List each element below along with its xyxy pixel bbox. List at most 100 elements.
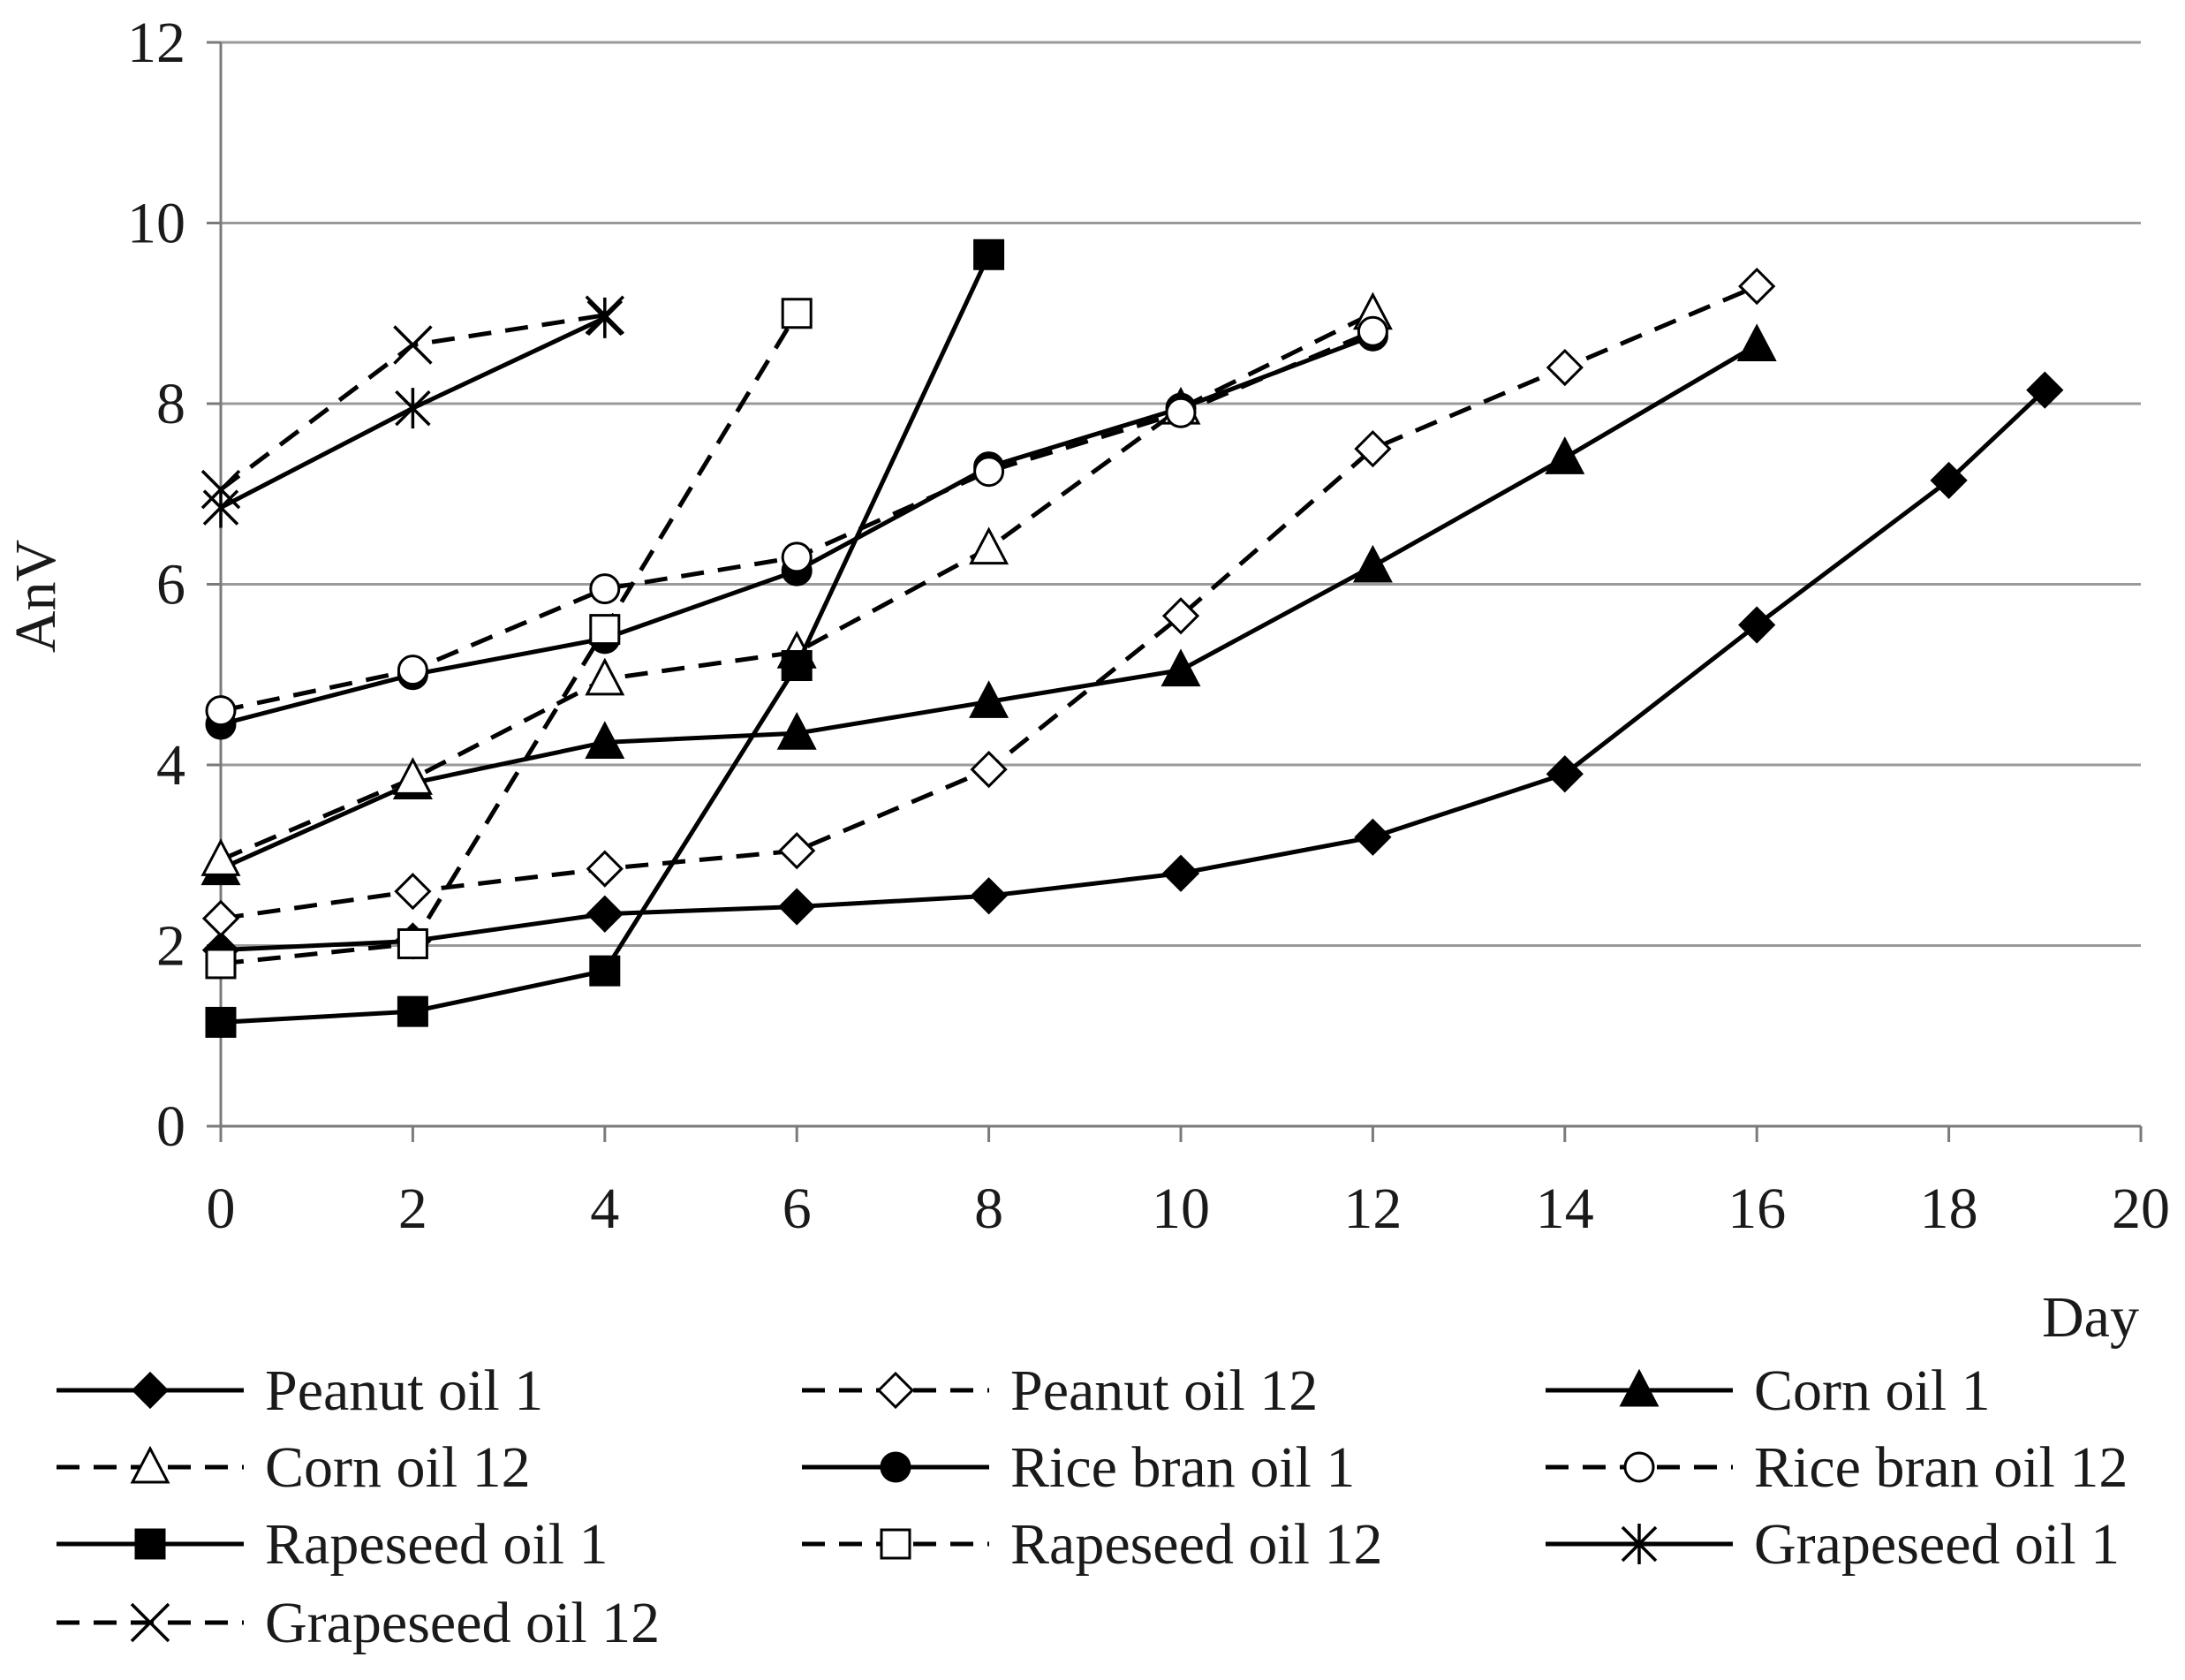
point-rapeseed-oil-12-0	[205, 948, 237, 980]
point-peanut-oil-12-1	[394, 873, 432, 911]
legend-label-rapeseed-oil-1: Rapeseed oil 1	[265, 1512, 609, 1577]
point-grapeseed-oil-12-2	[585, 295, 625, 336]
legend-label-rapeseed-oil-12: Rapeseed oil 12	[1010, 1512, 1383, 1577]
legend-marker-rice-bran-oil-12	[1623, 1451, 1655, 1483]
series-peanut-oil-12	[201, 267, 1776, 937]
legend-item-grapeseed-oil-12: Grapeseed oil 12	[57, 1591, 660, 1655]
y-tick-label-6: 12	[127, 11, 185, 75]
point-rapeseed-oil-1-0	[205, 1006, 237, 1038]
legend-marker-rice-bran-oil-1	[880, 1451, 911, 1483]
point-grapeseed-oil-1-1	[395, 388, 431, 429]
x-tick-label-5: 10	[1152, 1177, 1210, 1241]
legend-item-rapeseed-oil-1: Rapeseed oil 1	[57, 1512, 609, 1577]
legend-item-rice-bran-oil-1: Rice bran oil 1	[802, 1435, 1355, 1500]
point-corn-oil-12-2	[585, 657, 625, 696]
legend-label-rice-bran-oil-1: Rice bran oil 1	[1010, 1435, 1355, 1500]
legend-label-grapeseed-oil-1: Grapeseed oil 1	[1754, 1512, 2120, 1577]
legend-item-corn-oil-1: Corn oil 1	[1546, 1358, 1991, 1423]
y-tick-label-3: 6	[156, 553, 185, 617]
point-rapeseed-oil-1-4	[973, 238, 1005, 270]
series-grapeseed-oil-1	[202, 297, 624, 528]
legend-item-rapeseed-oil-12: Rapeseed oil 12	[802, 1512, 1383, 1577]
point-rapeseed-oil-1-1	[397, 995, 428, 1027]
point-peanut-oil-12-8	[1738, 267, 1776, 306]
legend-item-rice-bran-oil-12: Rice bran oil 12	[1546, 1435, 2128, 1500]
point-grapeseed-oil-1-2	[586, 297, 624, 338]
point-peanut-oil-12-4	[970, 750, 1008, 789]
x-tick-label-4: 8	[974, 1177, 1003, 1241]
point-rice-bran-oil-12-1	[397, 655, 428, 686]
x-tick-label-3: 6	[783, 1177, 812, 1241]
point-corn-oil-12-0	[200, 838, 241, 876]
series-rapeseed-oil-12	[205, 298, 813, 980]
point-corn-oil-12-4	[969, 526, 1009, 565]
point-peanut-oil-1-9	[1930, 461, 1968, 500]
point-rice-bran-oil-12-4	[973, 456, 1005, 488]
point-peanut-oil-12-6	[1354, 430, 1392, 468]
point-rapeseed-oil-12-2	[589, 614, 621, 646]
point-corn-oil-1-5	[1161, 648, 1201, 687]
legend-label-rice-bran-oil-12: Rice bran oil 12	[1754, 1435, 2128, 1500]
axes: 0 2 4 6 8 10 12 0 2 4 6 8 10 12 14 16 18 20	[127, 11, 2170, 1241]
point-peanut-oil-1-6	[1354, 818, 1392, 856]
legend-item-peanut-oil-12: Peanut oil 12	[802, 1358, 1318, 1423]
x-tick-label-9: 18	[1920, 1177, 1978, 1241]
point-corn-oil-1-6	[1352, 544, 1393, 583]
point-rapeseed-oil-1-2	[589, 955, 621, 987]
point-peanut-oil-1-2	[586, 895, 624, 933]
point-rice-bran-oil-12-2	[589, 573, 621, 605]
point-corn-oil-1-8	[1736, 323, 1777, 362]
series-rice-bran-oil-12	[205, 315, 1388, 727]
legend-marker-peanut-oil-1	[131, 1371, 170, 1410]
y-axis-label: AnV	[4, 540, 68, 653]
x-tick-label-8: 16	[1728, 1177, 1786, 1241]
legend-marker-corn-oil-1	[1619, 1368, 1660, 1407]
point-corn-oil-1-2	[585, 721, 625, 759]
point-peanut-oil-1-4	[970, 877, 1008, 915]
y-tick-label-1: 2	[156, 914, 185, 979]
series-line-peanut-oil-12	[220, 284, 1758, 921]
point-corn-oil-12-1	[392, 757, 433, 795]
legend: Peanut oil 1 Peanut oil 12 Corn oil 1 Corn …	[57, 1358, 2128, 1655]
point-peanut-oil-1-5	[1161, 854, 1200, 892]
x-tick-label-10: 20	[2112, 1177, 2170, 1241]
point-grapeseed-oil-12-1	[393, 325, 433, 365]
y-tick-label-2: 4	[156, 733, 185, 798]
legend-marker-grapeseed-oil-1	[1621, 1524, 1658, 1564]
series-peanut-oil-1	[201, 371, 2064, 969]
point-corn-oil-1-4	[969, 680, 1009, 718]
series-line-corn-oil-12	[220, 311, 1374, 862]
point-corn-oil-1-3	[776, 711, 817, 750]
point-rice-bran-oil-12-3	[781, 541, 813, 573]
point-peanut-oil-12-5	[1161, 597, 1200, 635]
legend-label-peanut-oil-12: Peanut oil 12	[1010, 1358, 1318, 1423]
x-axis-label: Day	[2042, 1285, 2139, 1350]
point-corn-oil-1-7	[1545, 436, 1585, 474]
point-peanut-oil-12-3	[778, 832, 816, 870]
point-rice-bran-oil-12-6	[1357, 315, 1388, 347]
point-rice-bran-oil-12-5	[1165, 397, 1197, 428]
legend-item-corn-oil-12: Corn oil 12	[57, 1435, 531, 1500]
y-tick-label-4: 8	[156, 372, 185, 436]
x-tick-label-2: 4	[590, 1177, 619, 1241]
point-peanut-oil-12-0	[201, 899, 240, 937]
series-line-rapeseed-oil-12	[220, 312, 799, 966]
point-rapeseed-oil-12-1	[397, 927, 428, 959]
legend-marker-grapeseed-oil-12	[130, 1602, 170, 1643]
point-rice-bran-oil-12-0	[205, 695, 237, 727]
legend-item-peanut-oil-1: Peanut oil 1	[57, 1358, 543, 1423]
gridlines	[221, 41, 2141, 947]
y-tick-label-0: 0	[156, 1094, 185, 1159]
legend-marker-rapeseed-oil-1	[134, 1528, 166, 1560]
legend-marker-rapeseed-oil-12	[880, 1528, 911, 1560]
series-corn-oil-1	[200, 323, 1777, 886]
series-lines	[200, 238, 2064, 1038]
point-rapeseed-oil-1-3	[781, 650, 813, 682]
legend-label-corn-oil-1: Corn oil 1	[1754, 1358, 1991, 1423]
point-rapeseed-oil-12-3	[781, 298, 813, 329]
legend-label-corn-oil-12: Corn oil 12	[265, 1435, 531, 1500]
x-tick-label-7: 14	[1536, 1177, 1594, 1241]
series-line-corn-oil-1	[219, 343, 1758, 871]
point-peanut-oil-12-7	[1546, 348, 1584, 387]
point-grapeseed-oil-12-0	[200, 469, 241, 510]
